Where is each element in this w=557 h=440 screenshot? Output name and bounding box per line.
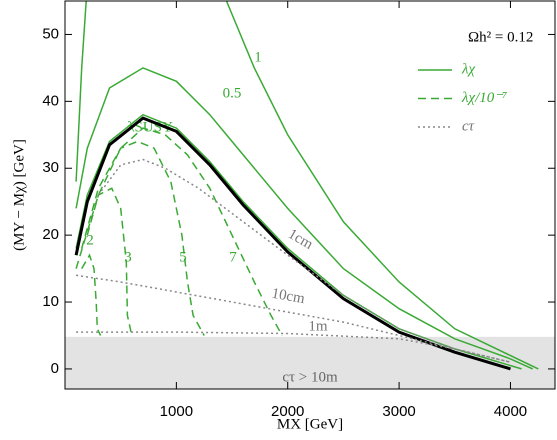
curve	[75, 67, 534, 370]
y-tick-label: 40	[42, 92, 59, 109]
y-tick-label: 0	[51, 360, 59, 377]
curve-label: 2	[86, 232, 94, 248]
curve-label: 1m	[308, 318, 328, 334]
curve	[97, 158, 511, 363]
curve	[75, 274, 511, 363]
curve	[80, 140, 205, 336]
y-axis-label: (MY − Mχ) [GeV]	[11, 139, 27, 251]
x-tick-label: 2000	[271, 403, 304, 420]
legend-label: λχ	[461, 61, 475, 77]
curve-label: 7	[229, 249, 237, 265]
curve-label: 1	[254, 49, 262, 65]
y-tick-label: 10	[42, 293, 59, 310]
y-tick-label: 20	[42, 226, 59, 243]
curve-label: 3	[124, 249, 132, 265]
curve-label: 1cm	[285, 226, 316, 253]
curve	[75, 0, 539, 370]
x-axis-label: MX [GeV]	[277, 416, 343, 432]
curve	[76, 331, 455, 350]
x-tick-label: 1000	[160, 403, 193, 420]
y-tick-label: 30	[42, 159, 59, 176]
legend-label: cτ	[462, 118, 475, 134]
plot-frame	[64, 0, 556, 390]
curve	[81, 253, 102, 336]
x-tick-label: 4000	[494, 403, 527, 420]
y-tick-label: 50	[42, 25, 59, 42]
chart-title: Ωh² = 0.12	[468, 29, 533, 45]
curve	[74, 116, 511, 371]
curve-label: 5	[179, 249, 187, 265]
region-label: cτ > 10m	[282, 369, 338, 385]
x-tick-label: 3000	[382, 403, 415, 420]
curve-label: 0.5	[223, 85, 242, 101]
curve-label: 10cm	[270, 286, 306, 308]
curve	[75, 127, 283, 336]
legend-label: λχ/10⁻⁷	[461, 90, 507, 106]
